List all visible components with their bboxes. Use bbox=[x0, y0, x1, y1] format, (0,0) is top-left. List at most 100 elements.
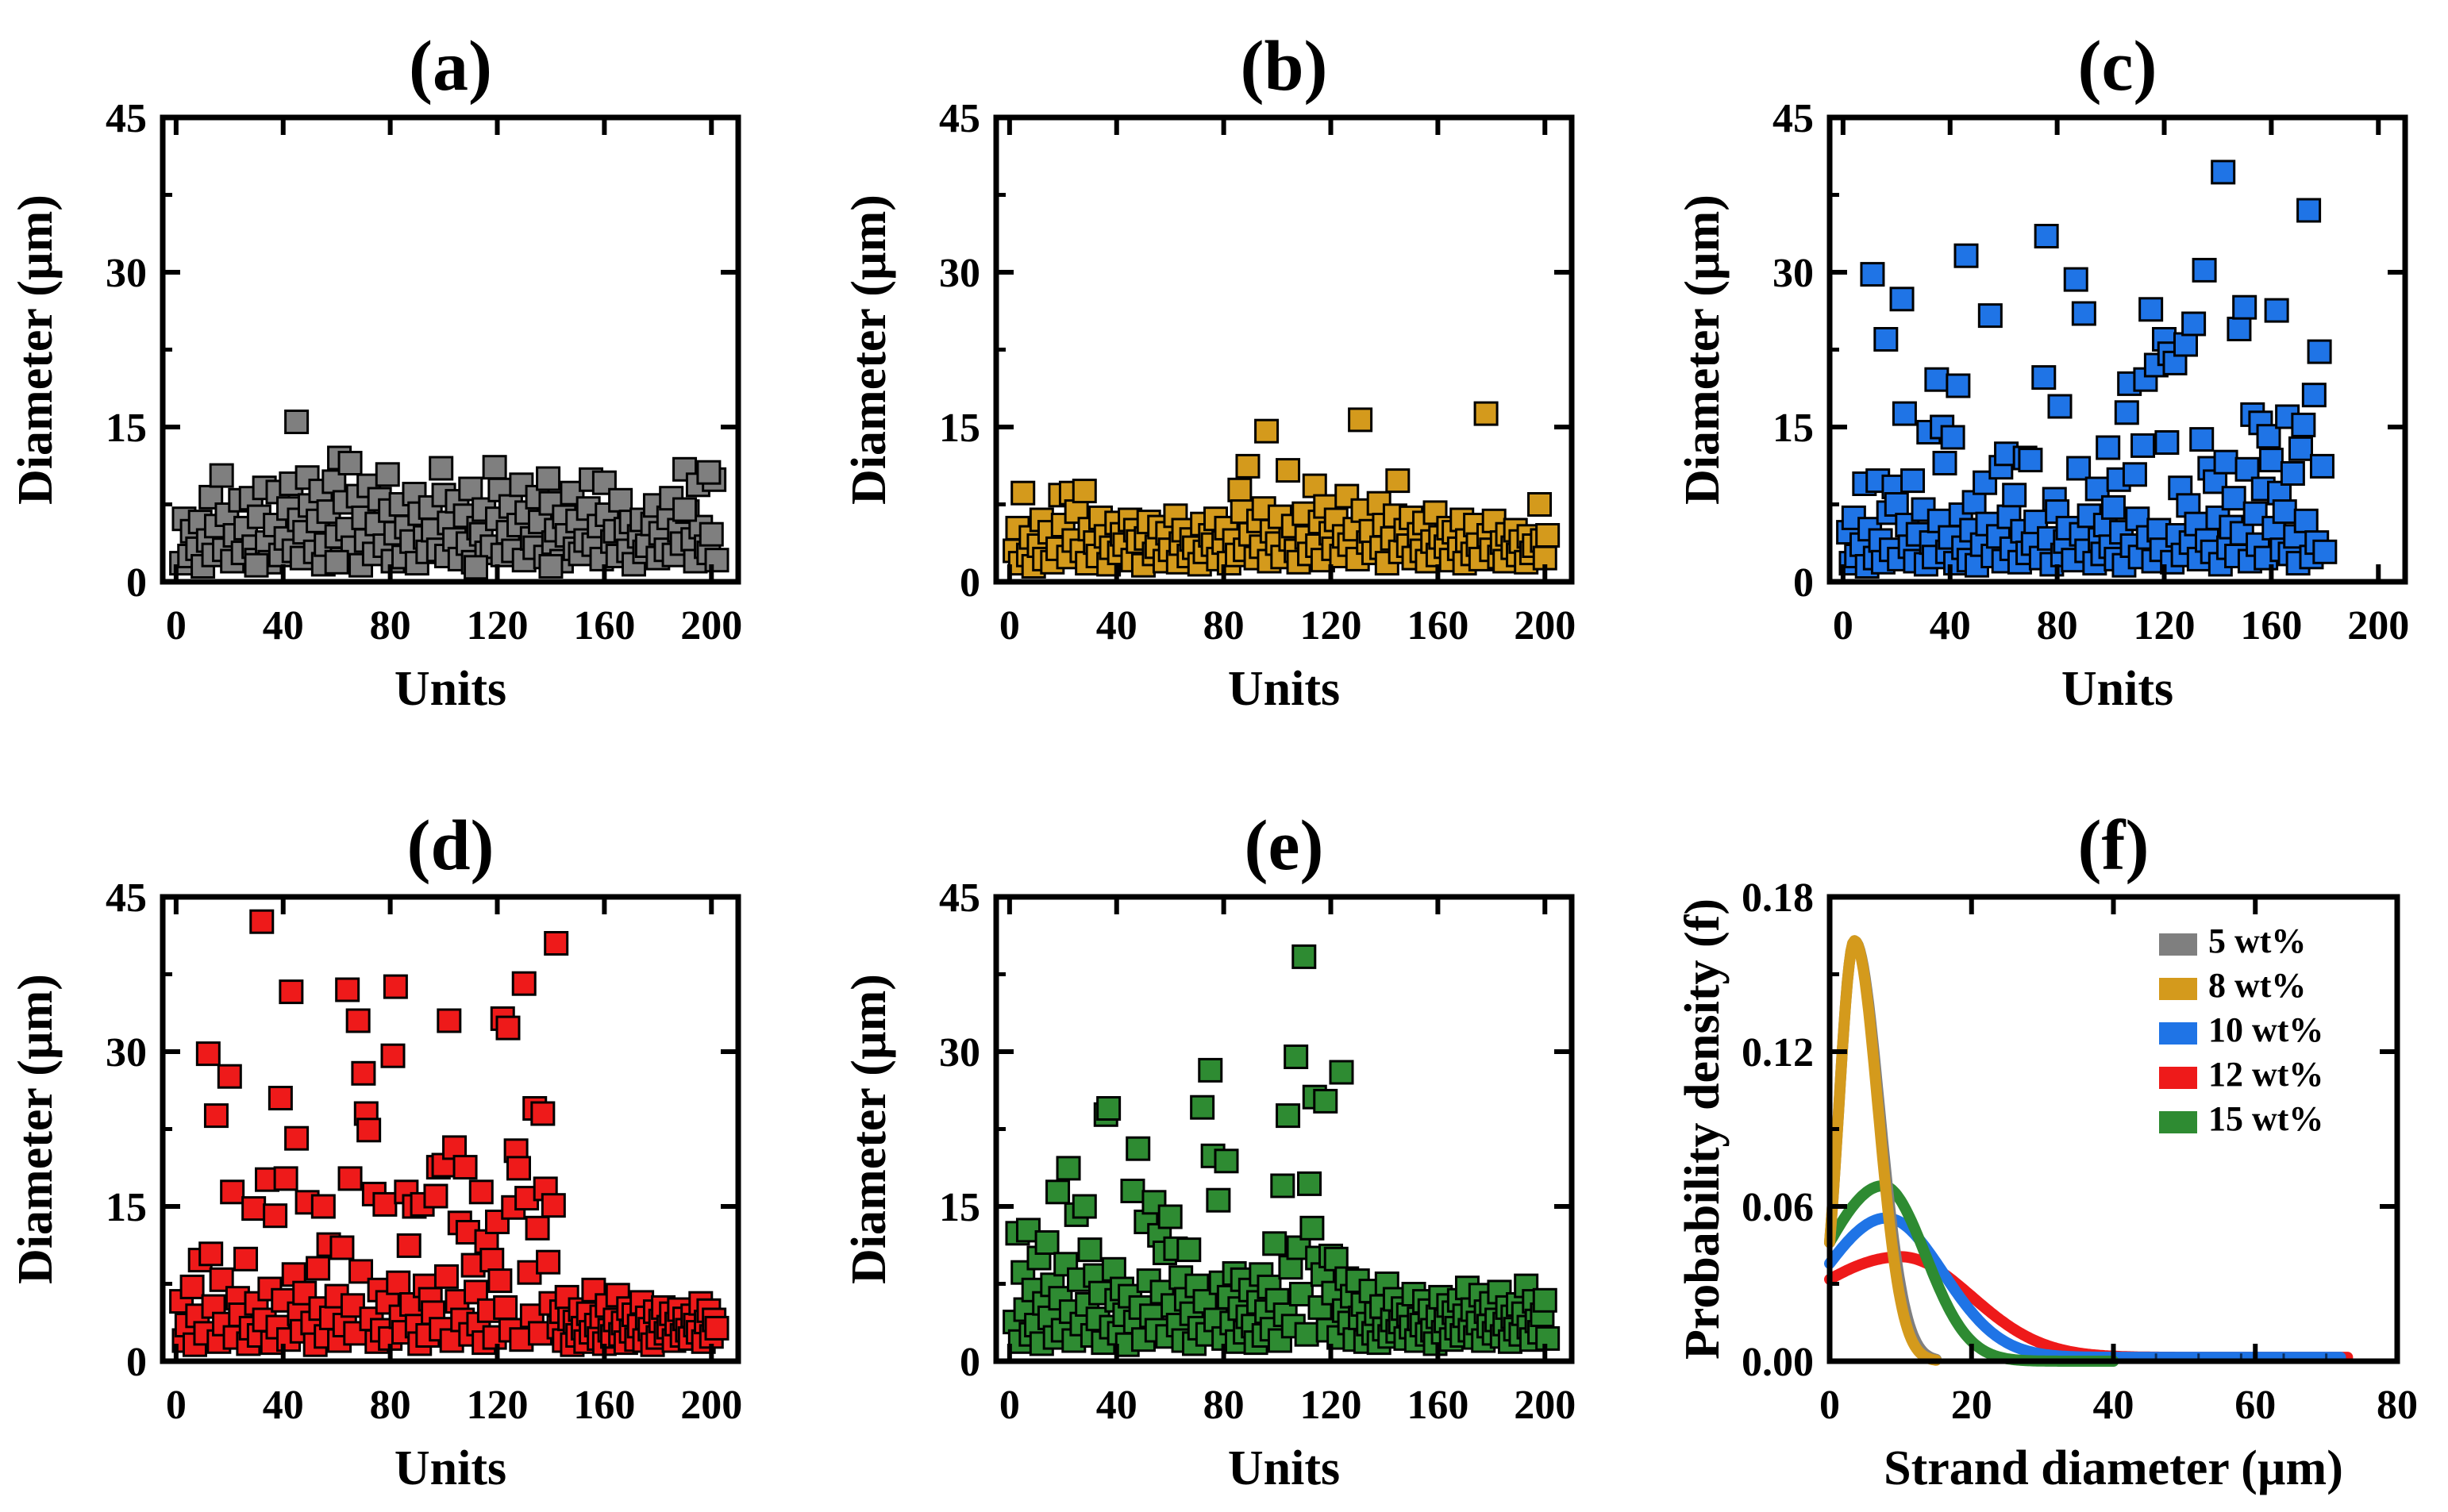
data-point bbox=[1385, 468, 1411, 494]
data-point bbox=[217, 1064, 242, 1089]
data-point bbox=[351, 1060, 376, 1086]
data-point bbox=[1892, 401, 1917, 426]
data-point bbox=[1227, 477, 1253, 502]
x-axis-label: Units bbox=[1228, 662, 1340, 716]
x-tick-label: 80 bbox=[370, 603, 411, 648]
data-point bbox=[380, 1043, 406, 1068]
data-point bbox=[493, 1295, 518, 1320]
x-axis-label: Units bbox=[395, 662, 506, 716]
y-tick-label: 15 bbox=[1772, 406, 1814, 451]
data-point bbox=[244, 552, 269, 578]
data-point bbox=[699, 521, 724, 547]
y-tick-label: 0.18 bbox=[1742, 875, 1814, 921]
data-point bbox=[2192, 257, 2217, 283]
data-point bbox=[1535, 523, 1561, 548]
y-tick-label: 30 bbox=[939, 1030, 980, 1075]
data-point bbox=[672, 497, 698, 522]
data-point bbox=[1422, 500, 1448, 525]
data-point bbox=[1045, 1179, 1071, 1205]
data-point bbox=[1254, 418, 1280, 444]
series-line-15wt bbox=[1824, 1180, 2119, 1367]
x-tick-label: 0 bbox=[166, 603, 187, 648]
data-point bbox=[696, 460, 722, 485]
y-tick-label: 30 bbox=[106, 251, 147, 296]
y-tick-label: 0.00 bbox=[1742, 1340, 1814, 1385]
data-point bbox=[538, 554, 564, 579]
plot-data bbox=[1836, 160, 2338, 579]
panel-f: (f) 5 wt% 8 wt% 10 wt% 12 wt% 15 wt% 0.00 0.06 0… bbox=[1676, 806, 2418, 1495]
data-point bbox=[437, 1008, 462, 1033]
data-point bbox=[1313, 1088, 1338, 1114]
data-point bbox=[2307, 339, 2332, 364]
data-point bbox=[396, 1233, 421, 1258]
data-point bbox=[1190, 1095, 1215, 1120]
legend-swatch bbox=[2159, 933, 2197, 956]
data-point bbox=[2061, 548, 2086, 573]
y-tick-label: 0 bbox=[126, 560, 147, 606]
x-tick-label: 40 bbox=[1096, 603, 1137, 648]
data-point bbox=[433, 1264, 459, 1289]
data-point bbox=[345, 1008, 371, 1033]
data-point bbox=[541, 1193, 566, 1218]
x-axis-label: Units bbox=[395, 1441, 506, 1495]
x-tick-label: 120 bbox=[467, 1383, 529, 1428]
panel-title: (c) bbox=[2078, 27, 2157, 106]
legend-label: 12 wt% bbox=[2208, 1055, 2323, 1094]
data-point bbox=[1120, 1179, 1145, 1203]
data-point bbox=[2296, 198, 2322, 223]
data-point bbox=[1276, 1103, 1301, 1129]
data-point bbox=[249, 909, 275, 934]
y-tick-label: 30 bbox=[939, 251, 980, 296]
data-point bbox=[2211, 160, 2236, 185]
data-point bbox=[1900, 468, 1926, 494]
data-point bbox=[284, 410, 310, 434]
data-point bbox=[1299, 1215, 1325, 1241]
data-point bbox=[1284, 1045, 1309, 1069]
x-tick-label: 120 bbox=[1300, 1383, 1362, 1428]
data-point bbox=[356, 1118, 382, 1143]
data-point bbox=[2309, 453, 2334, 479]
data-point bbox=[1532, 1287, 1557, 1313]
legend-swatch bbox=[2159, 1022, 2197, 1045]
legend-swatch bbox=[2159, 1111, 2197, 1133]
legend-label: 10 wt% bbox=[2208, 1010, 2323, 1049]
y-tick-label: 15 bbox=[106, 406, 147, 451]
data-point bbox=[1198, 1057, 1223, 1083]
data-point bbox=[1235, 453, 1261, 479]
x-tick-label: 80 bbox=[370, 1383, 411, 1428]
x-tick-label: 160 bbox=[1407, 603, 1468, 648]
data-point bbox=[2114, 400, 2139, 425]
panel-e: (e) 0 15 30 45 0 40 80 120 160 200 Units Diameter (µ… bbox=[842, 806, 1576, 1495]
y-axis-label: Diameter (µm) bbox=[842, 974, 896, 1284]
x-tick-label: 120 bbox=[2134, 603, 2196, 648]
data-point bbox=[2154, 430, 2180, 455]
x-tick-label: 80 bbox=[2037, 603, 2078, 648]
x-tick-label: 60 bbox=[2234, 1383, 2276, 1428]
y-tick-label: 0.12 bbox=[1742, 1030, 1814, 1075]
data-point bbox=[329, 1235, 355, 1260]
data-point bbox=[2034, 224, 2059, 248]
data-point bbox=[2130, 433, 2156, 458]
series-line-8wt bbox=[1824, 935, 1942, 1366]
data-point bbox=[1924, 367, 1950, 392]
data-point bbox=[2272, 499, 2297, 525]
data-point bbox=[1034, 1230, 1060, 1255]
data-point bbox=[273, 1166, 298, 1191]
data-point bbox=[487, 1268, 513, 1294]
data-point bbox=[544, 931, 569, 956]
data-point bbox=[511, 971, 537, 996]
data-point bbox=[479, 1248, 505, 1273]
data-point bbox=[372, 1191, 398, 1217]
data-point bbox=[241, 1196, 267, 1222]
data-point bbox=[386, 1270, 411, 1295]
data-point bbox=[1096, 1096, 1122, 1121]
x-tick-label: 40 bbox=[1930, 603, 1971, 648]
data-point bbox=[482, 455, 507, 480]
x-axis-label: Strand diameter (µm) bbox=[1884, 1441, 2343, 1495]
x-tick-label: 120 bbox=[1300, 603, 1362, 648]
data-point bbox=[279, 979, 304, 1005]
x-tick-label: 40 bbox=[1096, 1383, 1137, 1428]
data-point bbox=[485, 1210, 510, 1234]
data-point bbox=[2138, 297, 2164, 322]
x-tick-label: 200 bbox=[680, 1383, 742, 1428]
